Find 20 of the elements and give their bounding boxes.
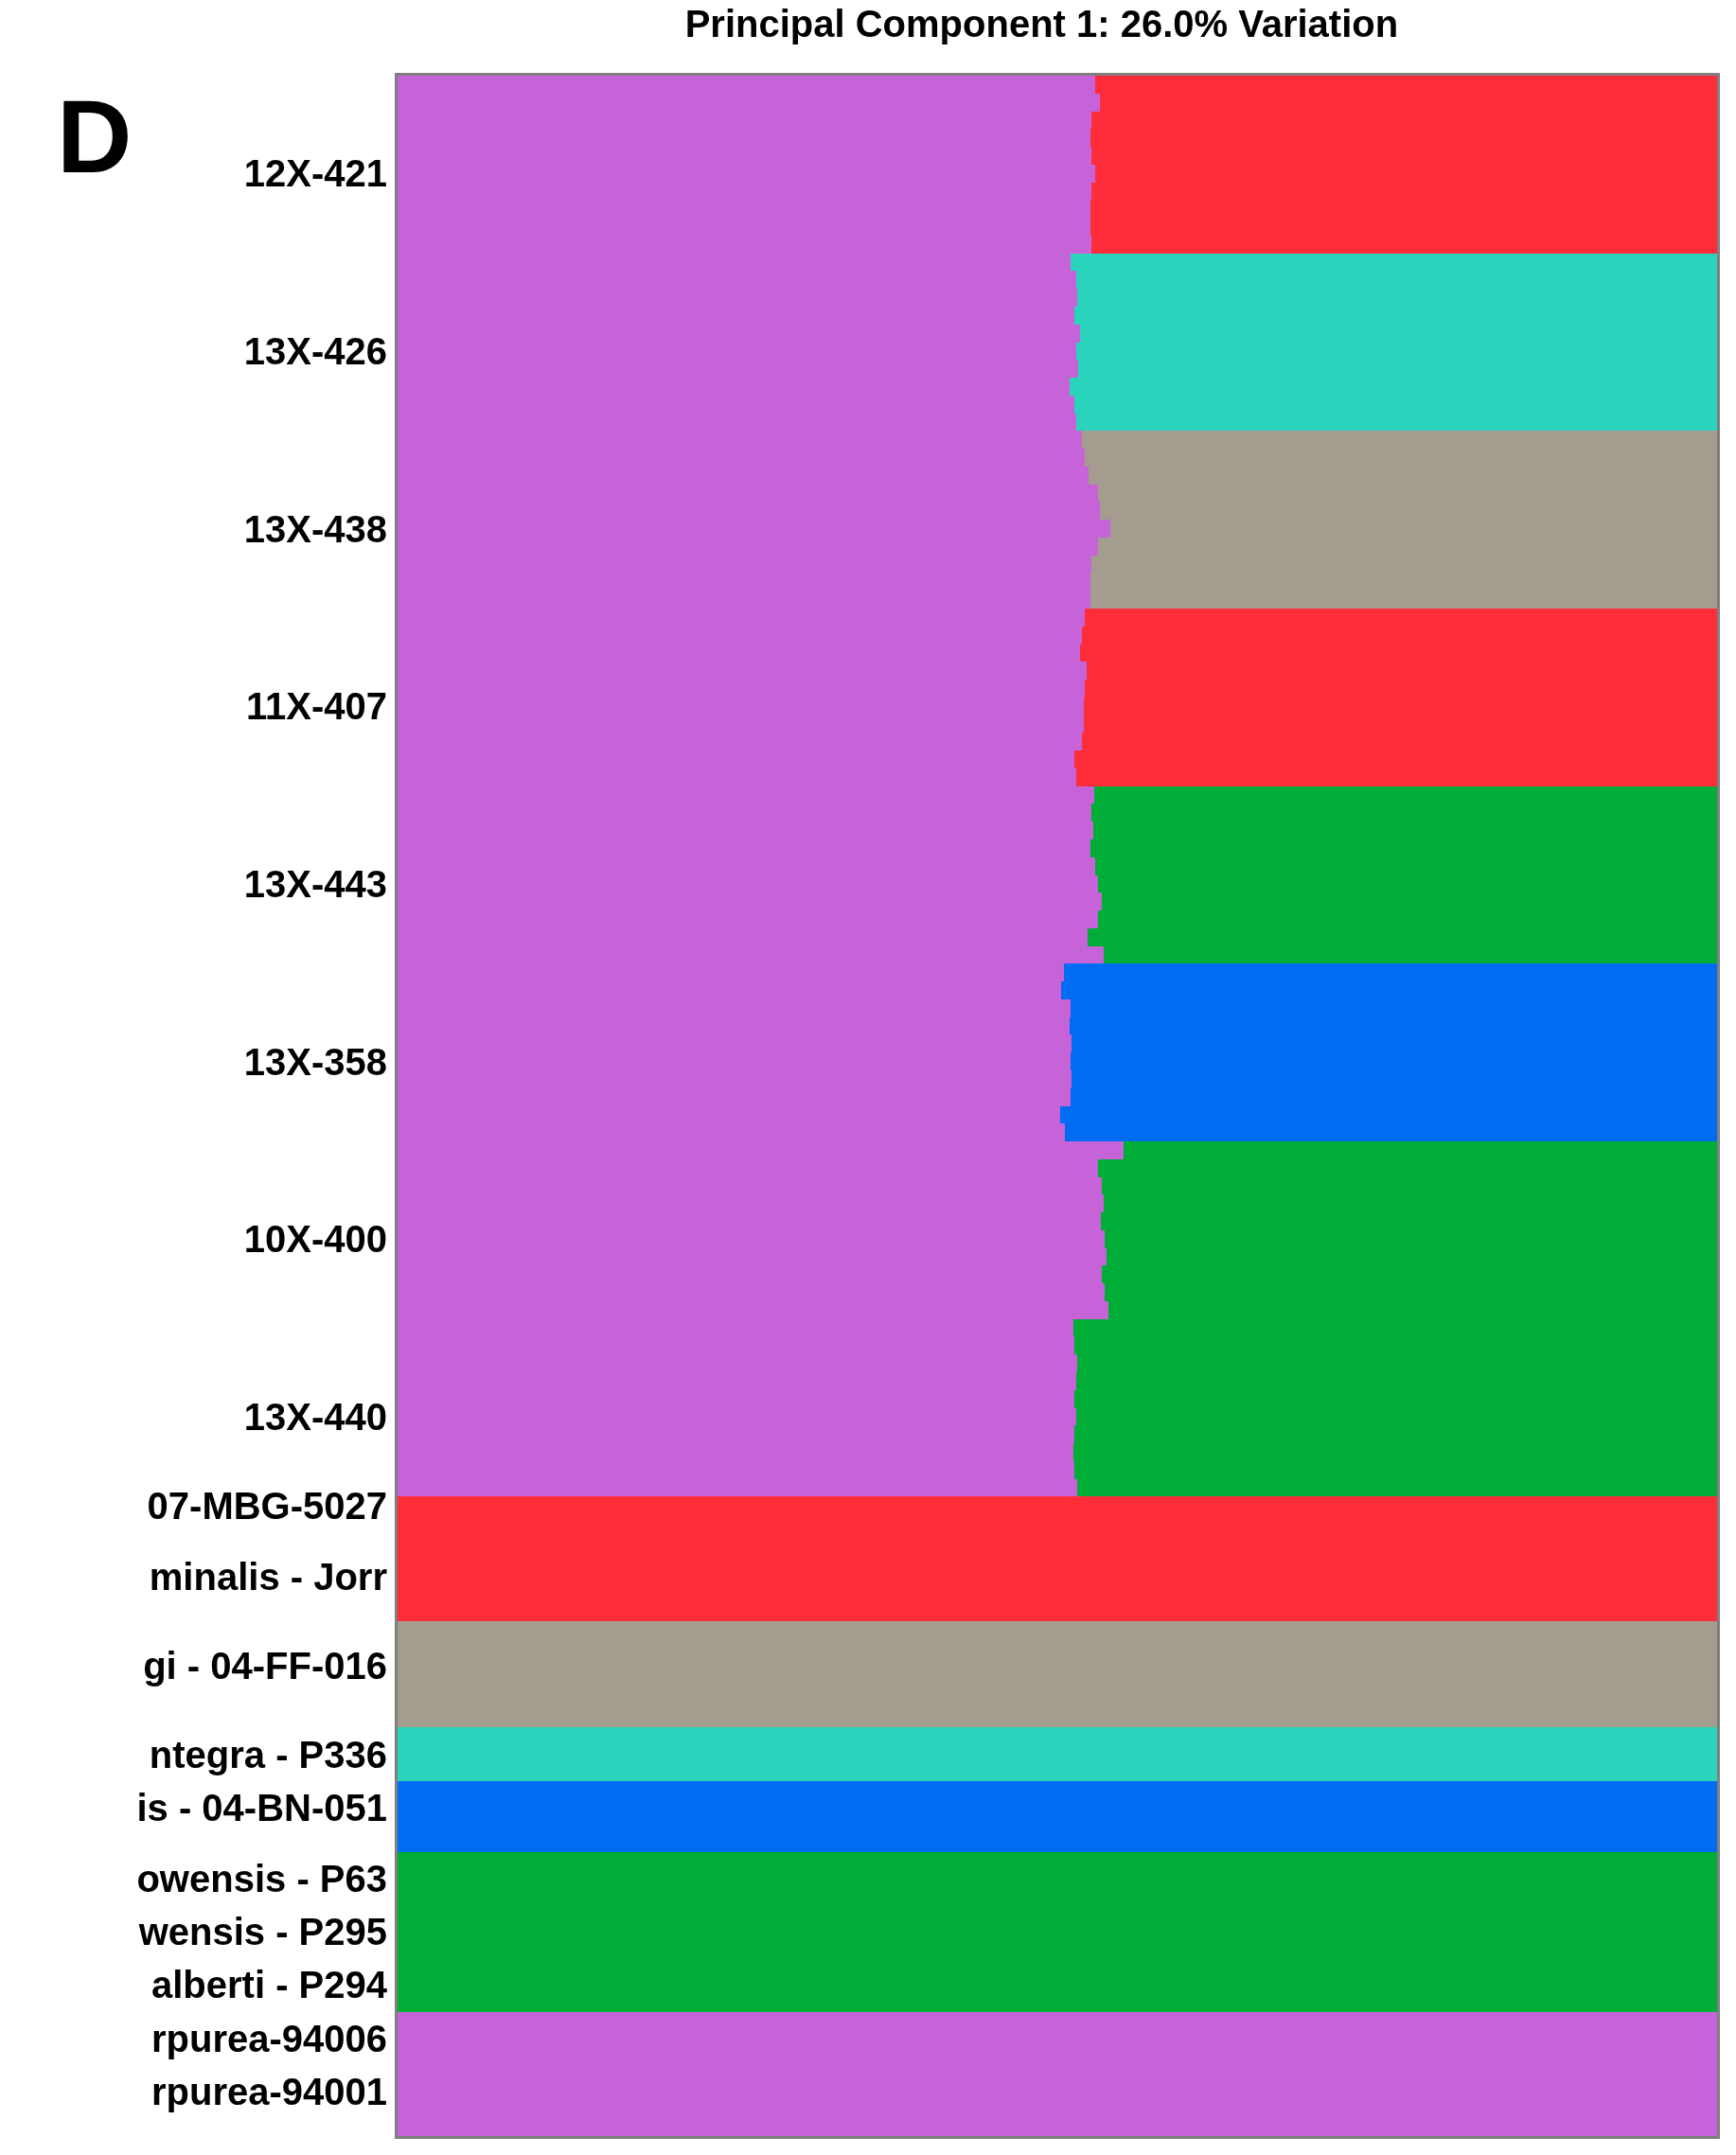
y-tick-label: 10X-400 [243, 1218, 387, 1261]
y-tick-label: owensis - P63 [136, 1857, 387, 1899]
y-tick-label: gi - 04-FF-016 [143, 1644, 387, 1687]
y-tick-label: 12X-421 [243, 152, 387, 195]
chart-title: Principal Component 1: 26.0% Variation [684, 3, 1399, 45]
y-tick-label: 13X-438 [243, 507, 387, 550]
y-tick-label: wensis - P295 [137, 1911, 387, 1953]
y-tick-label: 13X-426 [243, 329, 387, 372]
text: D [57, 78, 133, 194]
y-tick-label: 07-MBG-5027 [147, 1484, 387, 1527]
y-tick-label: rpurea-94001 [151, 2071, 387, 2113]
y-tick-label: 11X-407 [245, 685, 387, 728]
y-tick-label: minalis - Jorr [149, 1555, 387, 1598]
y-tick-label: alberti - P294 [151, 1964, 388, 2006]
y-tick-label: 13X-443 [243, 862, 387, 905]
y-tick-label: ntegra - P336 [149, 1733, 387, 1775]
y-tick-label: rpurea-94006 [151, 2017, 387, 2059]
y-tick-label: 13X-440 [243, 1395, 387, 1438]
y-tick-label: 13X-358 [243, 1040, 387, 1083]
y-tick-label: is - 04-BN-051 [136, 1786, 387, 1828]
